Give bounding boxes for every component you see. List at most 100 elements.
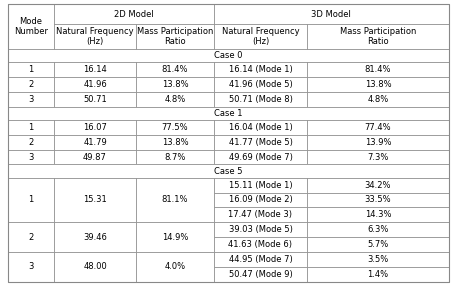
Bar [307,267,449,282]
Bar [214,135,307,150]
Text: Case 1: Case 1 [214,109,243,118]
Text: 14.9%: 14.9% [162,233,188,242]
Text: Natural Frequency
(Hz): Natural Frequency (Hz) [56,27,134,46]
Bar [307,237,449,252]
Text: 50.71 (Mode 8): 50.71 (Mode 8) [228,95,292,104]
Text: 15.11 (Mode 1): 15.11 (Mode 1) [228,180,292,190]
Text: 49.69 (Mode 7): 49.69 (Mode 7) [228,152,292,162]
Text: 1: 1 [28,195,34,204]
Bar [136,92,214,107]
Text: 77.4%: 77.4% [365,123,391,132]
Bar [8,49,449,62]
Bar [54,178,136,222]
Text: 16.09 (Mode 2): 16.09 (Mode 2) [228,195,292,204]
Bar [214,150,307,164]
Bar [8,135,54,150]
Text: 3: 3 [28,262,34,271]
Text: 41.96 (Mode 5): 41.96 (Mode 5) [228,80,292,89]
Bar [307,192,449,207]
Bar [8,4,54,49]
Text: Mode
Number: Mode Number [14,17,48,36]
Text: 81.1%: 81.1% [162,195,188,204]
Bar [307,77,449,92]
Bar [307,62,449,77]
Bar [54,92,136,107]
Text: 39.46: 39.46 [83,233,107,242]
Bar [307,150,449,164]
Bar [8,178,54,222]
Text: 1: 1 [28,65,34,74]
Bar [307,207,449,222]
Text: 1.4%: 1.4% [367,270,388,279]
Bar [8,62,54,77]
Bar [307,178,449,192]
Bar [307,24,449,49]
Bar [8,92,54,107]
Bar [136,150,214,164]
Text: 81.4%: 81.4% [365,65,391,74]
Text: 16.07: 16.07 [83,123,107,132]
Text: 3D Model: 3D Model [311,10,351,19]
Bar [214,222,307,237]
Text: Case 0: Case 0 [214,51,243,60]
Bar [214,178,307,192]
Text: Mass Participation
Ratio: Mass Participation Ratio [137,27,213,46]
Text: 48.00: 48.00 [83,262,107,271]
Bar [214,192,307,207]
Bar [136,222,214,252]
Text: 6.3%: 6.3% [367,225,388,234]
Text: 3: 3 [28,152,34,162]
Bar [214,92,307,107]
Text: 14.3%: 14.3% [365,210,391,219]
Text: 3: 3 [28,95,34,104]
Bar [214,252,307,267]
Text: 2: 2 [28,233,34,242]
Text: 49.87: 49.87 [83,152,107,162]
Bar [136,178,214,222]
Text: 13.8%: 13.8% [162,138,188,147]
Bar [136,252,214,282]
Text: 3.5%: 3.5% [367,255,388,264]
Bar [307,252,449,267]
Text: 2: 2 [28,80,34,89]
Text: 34.2%: 34.2% [365,180,391,190]
Bar [8,150,54,164]
Bar [8,164,449,178]
Text: 4.0%: 4.0% [165,262,186,271]
Bar [214,4,449,24]
Text: 41.96: 41.96 [83,80,107,89]
Bar [214,267,307,282]
Bar [136,24,214,49]
Text: 4.8%: 4.8% [165,95,186,104]
Text: 13.8%: 13.8% [162,80,188,89]
Text: 8.7%: 8.7% [165,152,186,162]
Bar [136,77,214,92]
Bar [136,62,214,77]
Bar [54,77,136,92]
Text: 13.8%: 13.8% [365,80,391,89]
Bar [8,107,449,120]
Text: 16.04 (Mode 1): 16.04 (Mode 1) [228,123,292,132]
Text: 4.8%: 4.8% [367,95,388,104]
Text: 1: 1 [28,123,34,132]
Bar [54,4,214,24]
Text: 44.95 (Mode 7): 44.95 (Mode 7) [228,255,292,264]
Bar [54,120,136,135]
Text: 15.31: 15.31 [83,195,107,204]
Text: 7.3%: 7.3% [367,152,388,162]
Text: Mass Participation
Ratio: Mass Participation Ratio [340,27,416,46]
Bar [214,120,307,135]
Text: 41.79: 41.79 [83,138,107,147]
Bar [136,120,214,135]
Bar [214,237,307,252]
Text: 2: 2 [28,138,34,147]
Bar [307,222,449,237]
Bar [214,207,307,222]
Bar [8,77,54,92]
Bar [307,135,449,150]
Text: 16.14 (Mode 1): 16.14 (Mode 1) [228,65,292,74]
Bar [8,120,54,135]
Bar [8,252,54,282]
Text: 41.77 (Mode 5): 41.77 (Mode 5) [228,138,292,147]
Bar [54,150,136,164]
